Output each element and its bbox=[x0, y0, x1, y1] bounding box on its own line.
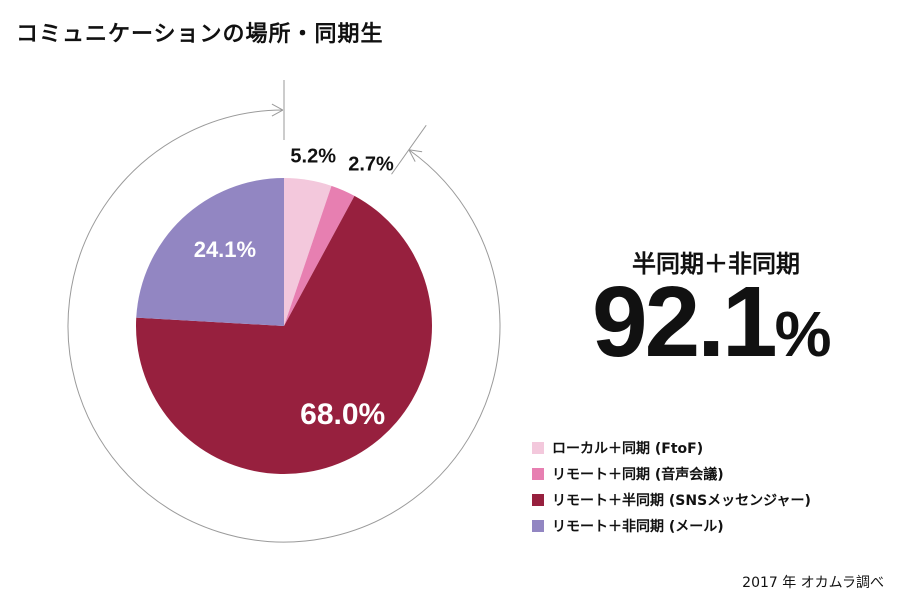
pie-slice bbox=[136, 195, 433, 474]
arrowhead bbox=[271, 103, 284, 111]
summary-number: 92.1 bbox=[592, 266, 778, 378]
slice-label: 2.7% bbox=[348, 154, 394, 176]
span-arc bbox=[67, 109, 501, 543]
arrowhead bbox=[408, 149, 423, 153]
legend-label: リモート＋同期 (音声会議) bbox=[552, 467, 724, 483]
pie-slice bbox=[284, 178, 332, 326]
legend: ローカル＋同期 (FtoF) リモート＋同期 (音声会議) リモート＋半同期 (… bbox=[532, 435, 811, 539]
legend-swatch bbox=[532, 494, 544, 506]
legend-item: リモート＋半同期 (SNSメッセンジャー) bbox=[532, 487, 811, 513]
span-arrow bbox=[67, 80, 501, 543]
summary-value: 92.1% bbox=[592, 272, 832, 372]
source-note: 2017 年 オカムラ調べ bbox=[742, 575, 884, 591]
summary-unit: % bbox=[774, 298, 832, 370]
slice-label: 5.2% bbox=[290, 145, 336, 167]
arrowhead bbox=[271, 109, 284, 117]
legend-label: リモート＋非同期 (メール) bbox=[552, 519, 724, 535]
arrowhead bbox=[408, 149, 416, 162]
legend-swatch bbox=[532, 468, 544, 480]
chart-title: コミュニケーションの場所・同期生 bbox=[16, 22, 384, 47]
pie-slice bbox=[136, 178, 284, 326]
legend-item: リモート＋非同期 (メール) bbox=[532, 513, 811, 539]
legend-label: ローカル＋同期 (FtoF) bbox=[552, 441, 704, 457]
slice-label: 68.0% bbox=[300, 398, 385, 431]
span-start-tick bbox=[391, 124, 427, 175]
legend-item: リモート＋同期 (音声会議) bbox=[532, 461, 811, 487]
legend-item: ローカル＋同期 (FtoF) bbox=[532, 435, 811, 461]
pie-slice bbox=[284, 185, 355, 326]
pie-slices bbox=[136, 178, 433, 474]
legend-label: リモート＋半同期 (SNSメッセンジャー) bbox=[552, 493, 811, 509]
legend-swatch bbox=[532, 520, 544, 532]
slice-label: 24.1% bbox=[194, 237, 256, 262]
summary-label: 半同期＋非同期 bbox=[632, 250, 800, 278]
slice-labels: 5.2% 2.7% 68.0% 24.1% bbox=[194, 145, 394, 431]
legend-swatch bbox=[532, 442, 544, 454]
